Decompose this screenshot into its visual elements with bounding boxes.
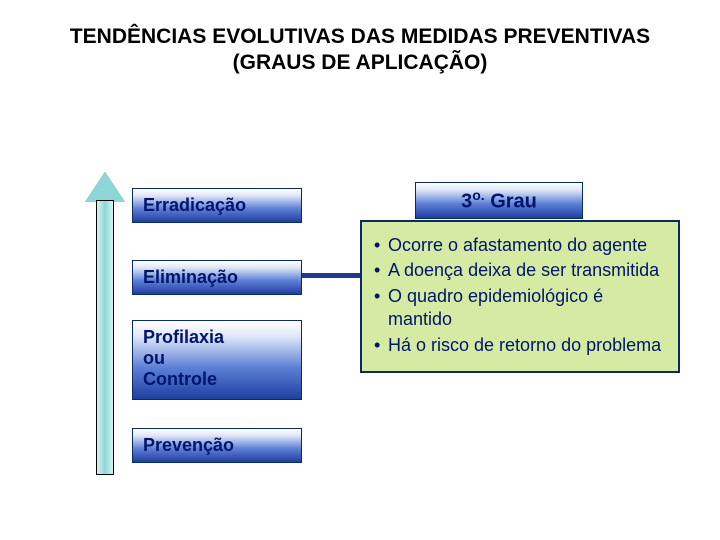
- title-line-2: (GRAUS DE APLICAÇÃO): [0, 50, 720, 76]
- level-prevencao: Prevenção: [132, 428, 302, 463]
- level-eliminacao: Eliminação: [132, 260, 302, 295]
- evolution-arrow: [90, 180, 120, 475]
- arrow-shaft-icon: [96, 200, 114, 475]
- detail-bullet: Ocorre o afastamento do agente: [374, 234, 666, 257]
- level-profilaxia: Profilaxia ou Controle: [132, 320, 302, 400]
- connector-horizontal: [302, 273, 362, 278]
- diagram-stage: Erradicação Eliminação Profilaxia ou Contr…: [60, 170, 680, 500]
- detail-box: Ocorre o afastamento do agenteA doença d…: [360, 220, 680, 373]
- detail-bullet: O quadro epidemiológico é mantido: [374, 285, 666, 332]
- detail-list: Ocorre o afastamento do agenteA doença d…: [374, 234, 666, 357]
- detail-bullet: A doença deixa de ser transmitida: [374, 259, 666, 282]
- grade-suffix: Grau: [485, 191, 537, 213]
- slide-title: TENDÊNCIAS EVOLUTIVAS DAS MEDIDAS PREVEN…: [0, 0, 720, 77]
- detail-bullet: Há o risco de retorno do problema: [374, 334, 666, 357]
- level-erradicacao: Erradicação: [132, 188, 302, 223]
- grade-number: 3: [461, 191, 472, 213]
- title-line-1: TENDÊNCIAS EVOLUTIVAS DAS MEDIDAS PREVEN…: [0, 24, 720, 50]
- grade-ordinal: o.: [472, 187, 484, 203]
- arrow-head-icon: [85, 172, 125, 202]
- grade-header: 3o. Grau: [415, 182, 583, 219]
